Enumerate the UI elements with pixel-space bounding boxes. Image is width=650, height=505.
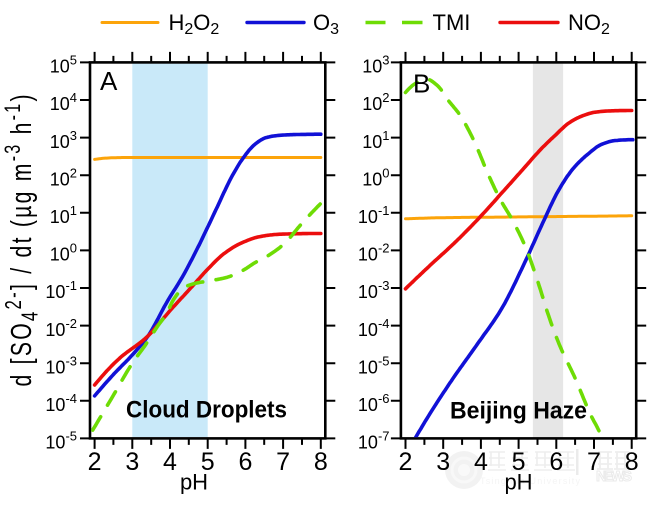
svg-text:6: 6 [549, 448, 563, 476]
svg-text:d [SO42-] / dt (µg m-3 h-1): d [SO42-] / dt (µg m-3 h-1) [2, 92, 44, 386]
svg-text:8: 8 [625, 448, 639, 476]
svg-text:Tsinghua University: Tsinghua University [480, 476, 581, 486]
svg-text:NEWS: NEWS [596, 468, 632, 485]
svg-text:4: 4 [163, 448, 177, 476]
svg-text:5: 5 [512, 448, 526, 476]
svg-text:8: 8 [314, 448, 328, 476]
svg-text:103: 103 [362, 53, 389, 77]
svg-text:7: 7 [587, 448, 601, 476]
svg-text:TMI: TMI [433, 10, 471, 35]
svg-text:H2O2: H2O2 [169, 10, 220, 38]
svg-text:4: 4 [474, 448, 488, 476]
svg-text:5: 5 [201, 448, 215, 476]
svg-text:Beijing Haze: Beijing Haze [450, 398, 587, 425]
svg-text:7: 7 [276, 448, 290, 476]
svg-text:6: 6 [238, 448, 252, 476]
svg-text:pH: pH [504, 470, 532, 495]
svg-text:3: 3 [436, 448, 450, 476]
svg-text:A: A [100, 66, 118, 96]
svg-text:3: 3 [125, 448, 139, 476]
svg-text:B: B [413, 69, 430, 99]
svg-text:2: 2 [399, 448, 413, 476]
svg-text:2: 2 [88, 448, 102, 476]
svg-text:Cloud Droplets: Cloud Droplets [126, 397, 287, 424]
svg-text:pH: pH [180, 470, 208, 495]
